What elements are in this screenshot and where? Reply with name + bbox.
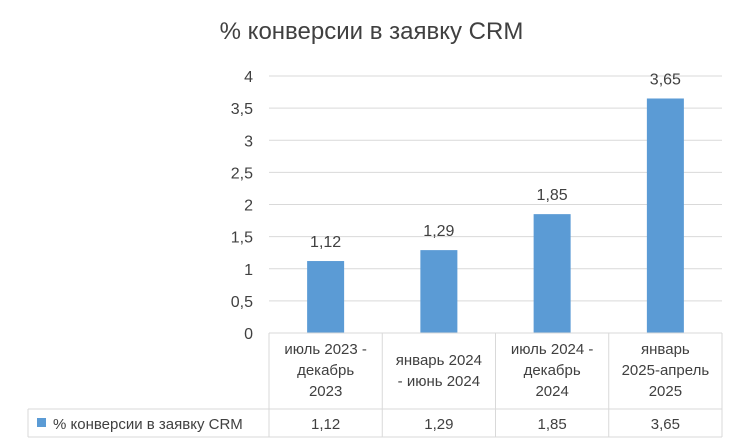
y-tick-label: 1 [244,262,253,279]
table-value-cell: 1,85 [538,416,567,433]
bar [420,250,458,333]
table-value-cell: 1,12 [311,416,340,433]
category-label: январь 2024 [396,352,482,369]
y-tick-label: 3,5 [231,101,253,118]
category-label: 2024 [535,383,568,400]
table-value-cell: 3,65 [651,416,680,433]
bars [307,98,684,333]
y-tick-label: 1,5 [231,230,253,247]
category-label: июль 2023 - [284,341,367,358]
data-label: 1,12 [310,234,341,251]
category-label: декабрь [297,362,354,379]
data-label: 1,85 [537,187,568,204]
bar [307,261,345,333]
legend-swatch [37,418,46,427]
data-label: 1,29 [423,223,454,240]
category-label: январь [641,341,690,358]
category-label: июль 2024 - [511,341,594,358]
category-label: декабрь [524,362,581,379]
y-tick-label: 3 [244,133,253,150]
category-label: 2023 [309,383,342,400]
y-tick-label: 2,5 [231,165,253,182]
y-tick-label: 0 [244,326,253,343]
gridlines [269,75,722,302]
y-tick-label: 4 [244,69,253,86]
category-label: - июнь 2024 [398,373,480,390]
y-tick-label: 2 [244,198,253,215]
chart-title: % конверсии в заявку CRM [219,18,524,45]
category-label: 2025-апрель [622,362,710,379]
bar [533,214,571,333]
data-labels: 1,12 1,29 1,85 3,65 [310,71,681,251]
category-label: 2025 [649,383,682,400]
table-value-cell: 1,29 [424,416,453,433]
data-table: июль 2023 - декабрь 2023 1,12 январь 2024 - и… [27,332,723,438]
y-axis-ticks: 0 0,5 1 1,5 2 2,5 3 3,5 4 [231,69,253,343]
bar [646,98,684,333]
series-name: % конверсии в заявку CRM [53,416,243,433]
data-label: 3,65 [650,71,681,88]
y-tick-label: 0,5 [231,294,253,311]
